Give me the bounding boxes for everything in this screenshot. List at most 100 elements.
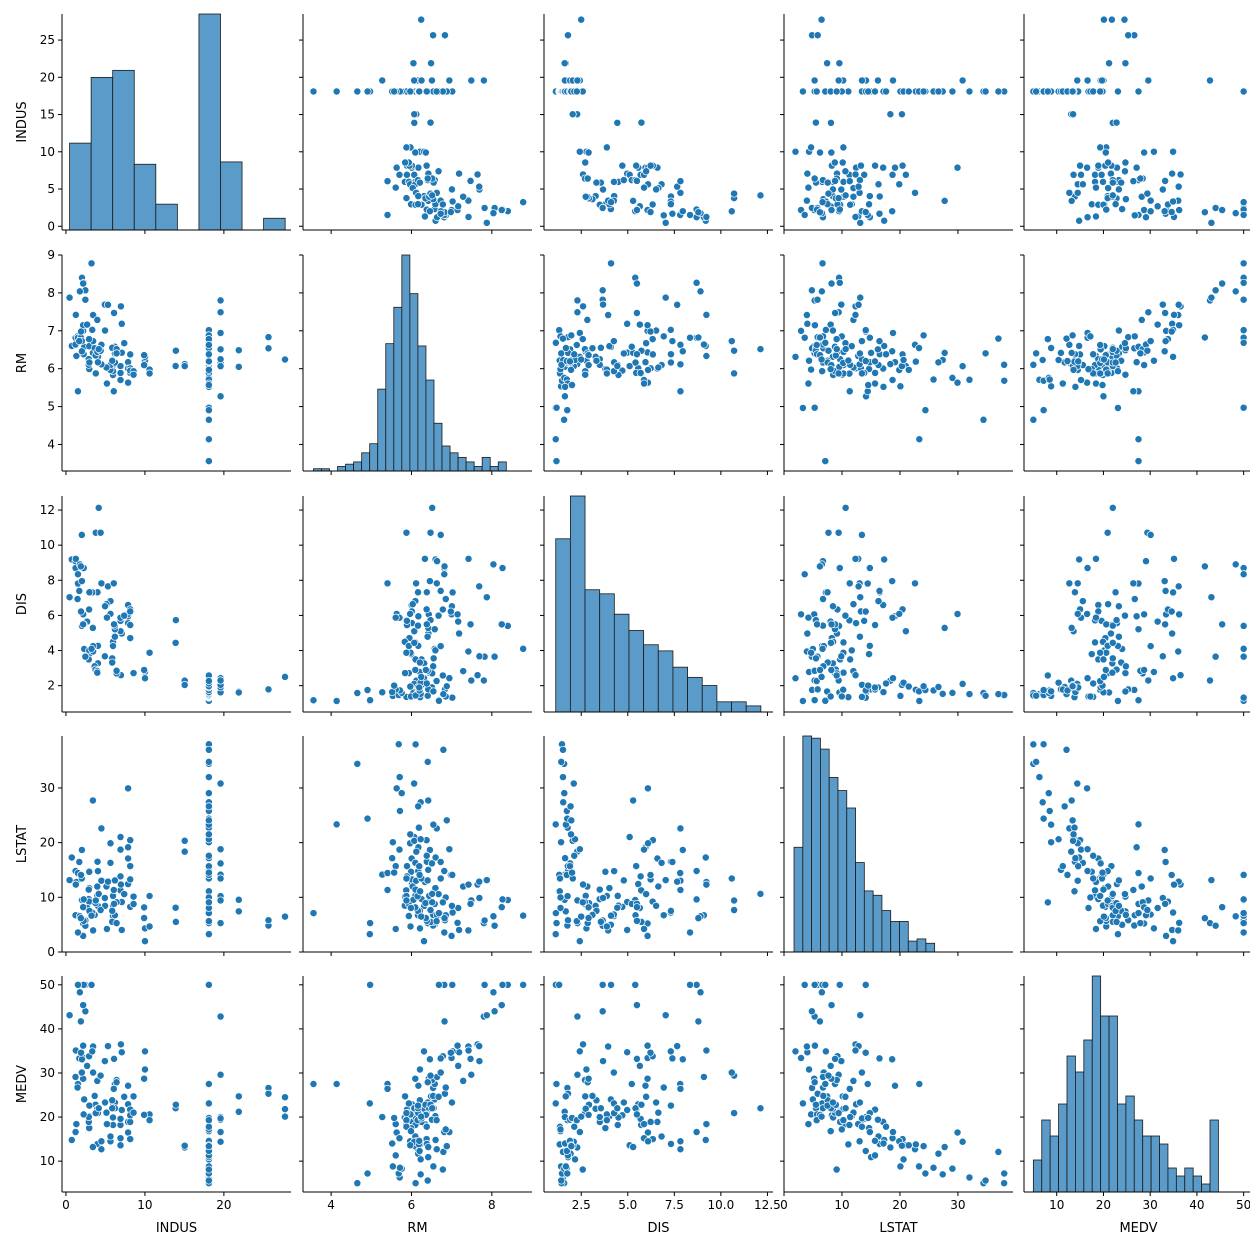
scatter-point <box>466 1054 475 1063</box>
scatter-point <box>1167 607 1176 616</box>
scatter-point <box>1083 845 1092 854</box>
scatter-point <box>412 847 421 856</box>
scatter-point <box>204 1176 213 1185</box>
scatter-point <box>467 76 476 85</box>
scatter-point <box>1087 650 1096 659</box>
scatter-point <box>93 867 102 876</box>
scatter-point <box>1083 867 1092 875</box>
scatter-point <box>1047 820 1056 829</box>
y-axis-label: RM <box>15 353 30 373</box>
scatter-point <box>406 922 415 931</box>
scatter-point <box>1089 874 1098 883</box>
scatter-point <box>1092 212 1100 221</box>
scatter-point <box>1078 597 1087 606</box>
scatter-point <box>802 311 811 319</box>
scatter-point <box>798 87 807 96</box>
scatter-point <box>79 1041 88 1050</box>
scatter-point <box>422 161 431 170</box>
scatter-point <box>605 342 614 351</box>
scatter-point <box>901 170 910 179</box>
scatter-point <box>1077 170 1085 179</box>
scatter-point <box>71 1072 80 1081</box>
hist-bar <box>393 306 403 472</box>
scatter-point <box>204 341 213 349</box>
x-tick-label: 10.0 <box>708 1198 735 1212</box>
scatter-point <box>124 843 133 852</box>
y-tick-label: 10 <box>40 538 55 552</box>
scatter-point <box>390 681 399 690</box>
scatter-point <box>994 690 1003 699</box>
scatter-point <box>730 189 739 198</box>
scatter-point <box>366 919 375 928</box>
scatter-point <box>805 1065 814 1074</box>
scatter-point <box>91 896 100 905</box>
scatter-point <box>438 605 447 614</box>
scatter-point <box>602 1116 611 1125</box>
hist-bar <box>793 846 804 953</box>
scatter-point <box>958 1137 967 1146</box>
scatter-point <box>1169 674 1178 683</box>
scatter-point <box>1121 370 1130 379</box>
scatter-point <box>401 158 410 167</box>
scatter-point <box>1211 203 1220 212</box>
scatter-point <box>436 1068 445 1077</box>
scatter-point <box>1200 914 1209 923</box>
scatter-point <box>264 1089 273 1098</box>
scatter-point <box>1073 779 1082 788</box>
hist-bar <box>1159 1143 1169 1193</box>
scatter-point <box>390 87 399 96</box>
scatter-point <box>1108 638 1117 647</box>
scatter-point <box>566 802 575 811</box>
y-tick-label: 8 <box>47 573 55 587</box>
panel-lstat-vs-indus <box>780 14 1013 234</box>
scatter-point <box>827 620 836 629</box>
x-tick-label: 5.0 <box>618 1198 637 1212</box>
scatter-point <box>841 167 850 176</box>
scatter-point <box>466 176 475 185</box>
scatter-point <box>1094 161 1103 170</box>
scatter-point <box>204 1080 213 1088</box>
scatter-point <box>886 360 895 369</box>
scatter-point <box>442 816 451 825</box>
scatter-point <box>109 886 118 894</box>
scatter-point <box>411 148 420 157</box>
scatter-point <box>567 1142 576 1151</box>
scatter-point <box>402 1116 411 1125</box>
scatter-point <box>436 874 445 883</box>
scatter-point <box>810 696 819 705</box>
scatter-point <box>584 1074 593 1083</box>
scatter-point <box>420 937 428 946</box>
scatter-point <box>1069 830 1078 839</box>
scatter-point <box>204 980 213 989</box>
scatter-point <box>116 1040 125 1049</box>
hist-bar <box>1075 1071 1085 1193</box>
panel-dis-vs-medv: 2.5 5.0 7.5 10.0 12.5 <box>540 976 781 1212</box>
scatter-point <box>72 1120 81 1129</box>
scatter-point <box>953 610 962 618</box>
y-tick-label: 6 <box>47 362 55 376</box>
scatter-point <box>395 1134 404 1143</box>
scatter-point <box>422 1122 431 1131</box>
scatter-point <box>102 1108 111 1117</box>
scatter-point <box>414 802 423 811</box>
scatter-point <box>378 1113 387 1122</box>
scatter-point <box>1132 358 1141 367</box>
scatter-point <box>431 1136 440 1144</box>
scatter-point <box>71 880 80 889</box>
scatter-point <box>1112 917 1121 926</box>
scatter-point <box>216 845 225 854</box>
scatter-point <box>482 593 491 602</box>
scatter-point <box>378 688 387 697</box>
scatter-point <box>116 872 125 881</box>
scatter-point <box>1113 930 1122 939</box>
scatter-point <box>459 667 468 676</box>
scatter-point <box>938 689 947 698</box>
scatter-point <box>117 1048 126 1057</box>
scatter-point <box>100 1057 109 1066</box>
scatter-point <box>145 369 154 378</box>
scatter-point <box>1099 672 1108 681</box>
scatter-point <box>1114 901 1123 910</box>
scatter-point <box>1175 206 1184 214</box>
scatter-point <box>1146 207 1155 216</box>
